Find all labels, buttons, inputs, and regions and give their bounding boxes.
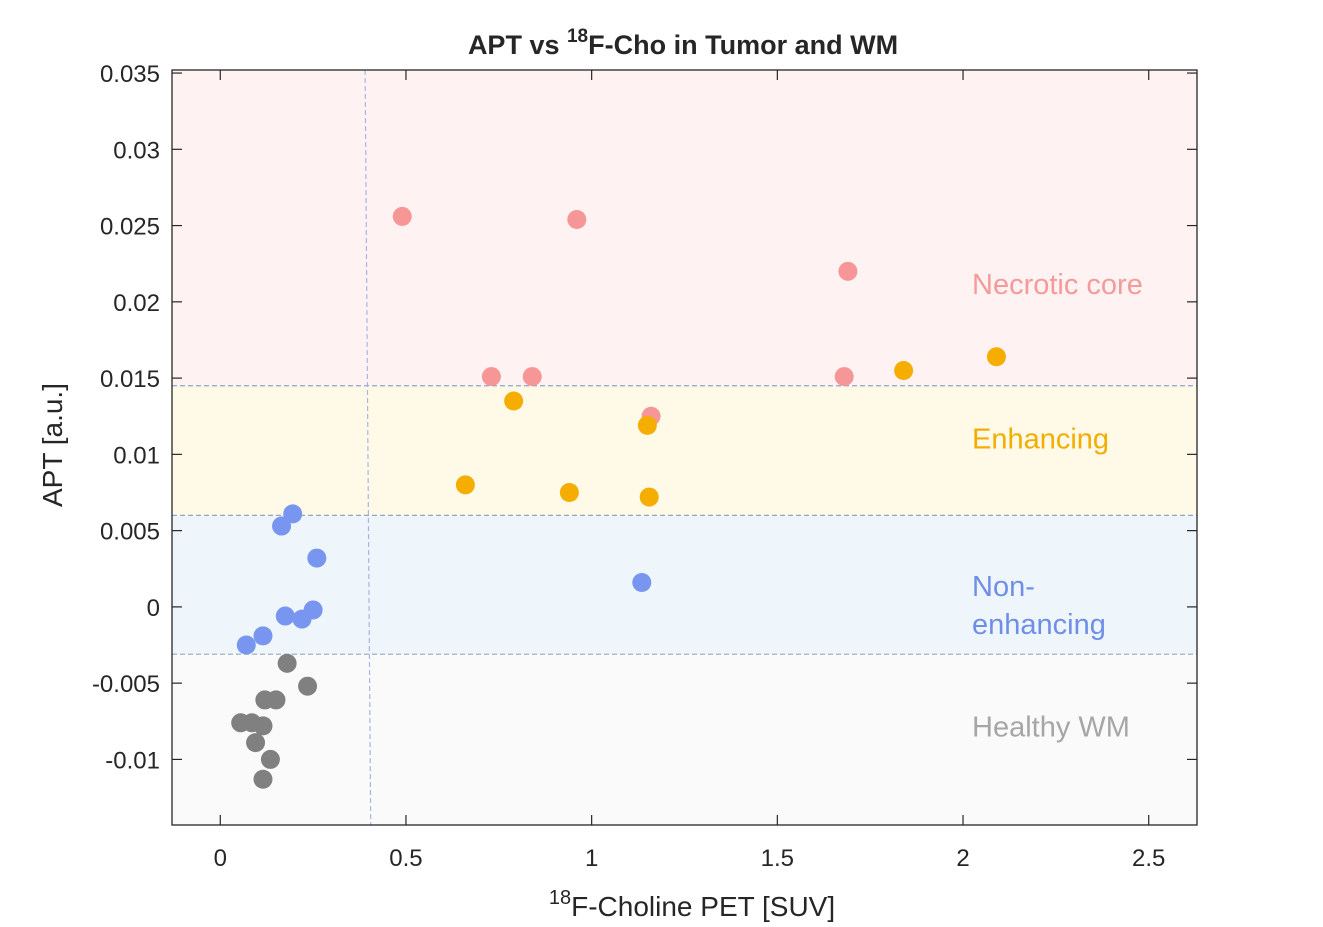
chart-title-prefix: APT vs xyxy=(468,30,567,60)
point-healthy-wm xyxy=(266,690,286,710)
point-enhancing xyxy=(455,475,475,495)
y-tick-label: -0.01 xyxy=(105,747,160,774)
point-necrotic-core xyxy=(522,367,542,387)
axes-box xyxy=(171,69,1198,826)
point-non-enhancing xyxy=(236,635,256,655)
region-band-healthy-wm xyxy=(172,654,1197,825)
point-necrotic-core xyxy=(838,261,858,281)
y-axis-label: APT [a.u.] xyxy=(37,383,68,507)
y-tick-label: 0.035 xyxy=(100,61,160,88)
region-label-line: Non- xyxy=(972,571,1035,603)
y-tick-label: 0 xyxy=(147,595,160,622)
point-enhancing xyxy=(504,391,524,411)
point-healthy-wm xyxy=(246,733,266,753)
point-non-enhancing xyxy=(632,572,652,592)
x-tick-label: 1.5 xyxy=(761,845,794,872)
y-tick-label: 0.015 xyxy=(100,366,160,393)
region-bands xyxy=(172,70,1197,825)
point-healthy-wm xyxy=(298,676,318,696)
point-necrotic-core xyxy=(567,209,587,229)
y-tick-label: 0.02 xyxy=(113,290,160,317)
x-axis-label: 18F-Choline PET [SUV] xyxy=(549,887,835,922)
point-enhancing xyxy=(639,487,659,507)
y-tick-label: 0.03 xyxy=(113,137,160,164)
x-tick-label: 0.5 xyxy=(389,845,422,872)
region-band-necrotic-core xyxy=(172,70,1197,386)
chart-title-suffix: F-Cho in Tumor and WM xyxy=(588,30,898,60)
point-healthy-wm xyxy=(253,716,273,736)
point-healthy-wm xyxy=(253,769,273,789)
threshold-line-choline xyxy=(364,69,372,826)
chart-title: APT vs 18F-Cho in Tumor and WM xyxy=(468,26,898,60)
region-label-non-enhancing: Non-enhancing xyxy=(972,571,1106,641)
point-non-enhancing xyxy=(292,609,312,629)
point-non-enhancing xyxy=(253,626,273,646)
point-enhancing xyxy=(559,482,579,502)
x-tick-label: 1 xyxy=(585,845,598,872)
region-label-necrotic-core: Necrotic core xyxy=(972,269,1143,301)
region-band-non-enhancing xyxy=(172,515,1197,655)
region-labels: Necrotic core Enhancing Non-enhancing Healt… xyxy=(972,269,1143,743)
x-axis-label-text: F-Choline PET [SUV] xyxy=(571,891,835,922)
axes: 0 0.5 1 1.5 2 2.5 -0.01 -0.005 0 0.005 0.01 0.015 0.… xyxy=(92,61,1198,872)
data-points xyxy=(231,206,1006,789)
point-non-enhancing xyxy=(283,504,303,524)
chart-title-superscript: 18 xyxy=(567,26,588,47)
region-label-line: Enhancing xyxy=(972,423,1109,455)
y-tick-label: 0.01 xyxy=(113,442,160,469)
x-axis-label-superscript: 18 xyxy=(549,887,571,909)
point-enhancing xyxy=(894,360,914,380)
point-non-enhancing xyxy=(275,606,295,626)
x-tick-label: 0 xyxy=(214,845,227,872)
x-tick-label: 2 xyxy=(956,845,969,872)
point-necrotic-core xyxy=(392,206,412,226)
point-necrotic-core xyxy=(834,367,854,387)
x-tick-label: 2.5 xyxy=(1132,845,1165,872)
threshold-lines xyxy=(172,69,1197,826)
point-non-enhancing xyxy=(307,548,327,568)
region-label-line: Healthy WM xyxy=(972,712,1130,744)
region-label-line: Necrotic core xyxy=(972,269,1143,301)
y-tick-label: 0.025 xyxy=(100,214,160,241)
region-label-line: enhancing xyxy=(972,609,1106,641)
region-band-enhancing xyxy=(172,385,1197,516)
point-enhancing xyxy=(637,415,657,435)
y-tick-label: -0.005 xyxy=(92,671,160,698)
region-label-enhancing: Enhancing xyxy=(972,423,1109,455)
region-label-healthy-wm: Healthy WM xyxy=(972,712,1130,744)
point-non-enhancing xyxy=(272,516,292,536)
y-tick-label: 0.005 xyxy=(100,519,160,546)
point-healthy-wm xyxy=(260,749,280,769)
point-enhancing xyxy=(986,347,1006,367)
point-healthy-wm xyxy=(277,653,297,673)
point-necrotic-core xyxy=(481,367,501,387)
